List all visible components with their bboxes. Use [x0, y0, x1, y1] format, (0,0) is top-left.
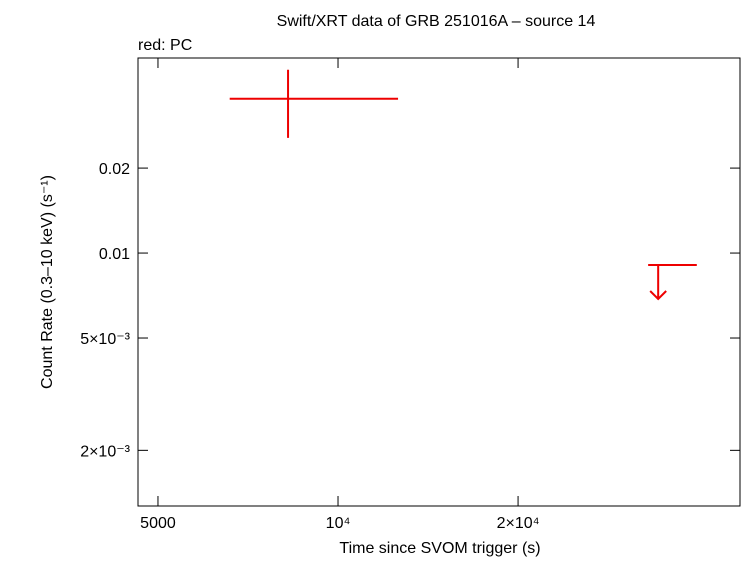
y-axis-label: Count Rate (0.3–10 keV) (s⁻¹) [39, 175, 56, 389]
chart-title: Swift/XRT data of GRB 251016A – source 1… [277, 13, 596, 30]
x-axis-label: Time since SVOM trigger (s) [339, 540, 540, 557]
y-tick-label: 0.02 [99, 161, 130, 178]
x-tick-label: 10⁴ [326, 515, 351, 532]
y-tick-label: 0.01 [99, 246, 130, 263]
x-tick-label: 5000 [140, 515, 176, 532]
plot-frame [137, 57, 741, 507]
y-tick-label: 5×10⁻³ [80, 331, 130, 348]
upper-limit-arrow [649, 265, 667, 301]
subtitle: red: PC [138, 37, 192, 54]
x-tick-label: 2×10⁴ [497, 515, 540, 532]
y-tick-label: 2×10⁻³ [80, 443, 130, 460]
